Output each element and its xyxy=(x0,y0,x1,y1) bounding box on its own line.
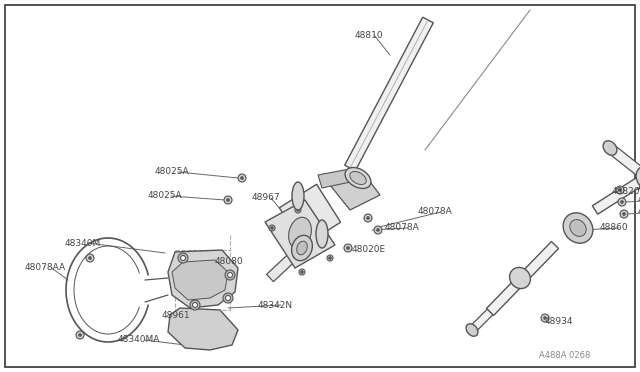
Ellipse shape xyxy=(292,182,304,210)
Circle shape xyxy=(377,229,379,231)
Circle shape xyxy=(295,207,301,213)
Text: 48961: 48961 xyxy=(162,311,191,320)
Text: 48080: 48080 xyxy=(215,257,244,266)
Circle shape xyxy=(347,247,349,249)
Polygon shape xyxy=(280,184,340,246)
Circle shape xyxy=(329,257,332,259)
Text: 48810: 48810 xyxy=(355,31,383,39)
Text: 48025A: 48025A xyxy=(155,167,189,176)
Circle shape xyxy=(180,256,186,260)
Ellipse shape xyxy=(636,166,640,190)
Ellipse shape xyxy=(297,241,307,255)
Circle shape xyxy=(367,217,369,219)
Circle shape xyxy=(79,334,81,336)
Circle shape xyxy=(621,201,623,203)
Polygon shape xyxy=(318,168,360,188)
Circle shape xyxy=(544,317,546,319)
Polygon shape xyxy=(168,250,238,308)
Polygon shape xyxy=(172,260,228,300)
Circle shape xyxy=(86,254,94,262)
Text: 48967: 48967 xyxy=(252,193,280,202)
Circle shape xyxy=(299,269,305,275)
Ellipse shape xyxy=(292,235,312,261)
Circle shape xyxy=(76,331,84,339)
Circle shape xyxy=(224,196,232,204)
Circle shape xyxy=(271,227,273,229)
Polygon shape xyxy=(592,171,640,214)
Ellipse shape xyxy=(509,267,531,289)
Circle shape xyxy=(623,213,625,215)
Text: 48340MA: 48340MA xyxy=(118,336,161,344)
Text: 48078A: 48078A xyxy=(385,224,420,232)
Ellipse shape xyxy=(349,171,366,185)
Text: 48820: 48820 xyxy=(612,187,640,196)
Circle shape xyxy=(178,253,188,263)
Text: 48078AA: 48078AA xyxy=(25,263,66,273)
Polygon shape xyxy=(607,144,640,182)
Text: 48035A: 48035A xyxy=(638,208,640,217)
Text: 48820E: 48820E xyxy=(638,183,640,192)
Circle shape xyxy=(618,198,626,206)
Circle shape xyxy=(241,177,243,179)
Polygon shape xyxy=(345,17,433,171)
Circle shape xyxy=(227,199,229,201)
Circle shape xyxy=(327,255,333,261)
Circle shape xyxy=(301,271,303,273)
Text: 48342N: 48342N xyxy=(258,301,293,310)
Text: 48025A: 48025A xyxy=(148,192,182,201)
Polygon shape xyxy=(265,200,335,268)
Circle shape xyxy=(364,214,372,222)
Polygon shape xyxy=(168,308,238,350)
Circle shape xyxy=(374,226,382,234)
Text: 48820C: 48820C xyxy=(638,196,640,205)
Circle shape xyxy=(238,174,246,182)
Circle shape xyxy=(89,257,92,259)
Ellipse shape xyxy=(603,141,617,155)
Circle shape xyxy=(541,314,549,322)
Circle shape xyxy=(619,189,621,191)
Circle shape xyxy=(193,302,198,308)
Text: 48078A: 48078A xyxy=(418,208,452,217)
Ellipse shape xyxy=(316,220,328,248)
Text: 48934: 48934 xyxy=(545,317,573,327)
Ellipse shape xyxy=(570,219,586,237)
Circle shape xyxy=(620,210,628,218)
Circle shape xyxy=(227,273,232,278)
Polygon shape xyxy=(469,309,493,333)
Circle shape xyxy=(616,186,624,194)
Text: 48020E: 48020E xyxy=(352,246,386,254)
Polygon shape xyxy=(486,241,559,315)
Circle shape xyxy=(344,244,352,252)
Circle shape xyxy=(269,225,275,231)
Circle shape xyxy=(190,300,200,310)
Circle shape xyxy=(297,209,300,211)
Polygon shape xyxy=(267,244,305,282)
Polygon shape xyxy=(330,175,380,210)
Circle shape xyxy=(225,295,230,301)
Text: 48340M: 48340M xyxy=(65,238,101,247)
Ellipse shape xyxy=(345,167,371,189)
Circle shape xyxy=(223,293,233,303)
Ellipse shape xyxy=(563,213,593,243)
Ellipse shape xyxy=(466,324,478,336)
Circle shape xyxy=(225,270,235,280)
Ellipse shape xyxy=(289,217,312,249)
Text: A488A 0268: A488A 0268 xyxy=(539,351,590,360)
Text: 48860: 48860 xyxy=(600,224,628,232)
